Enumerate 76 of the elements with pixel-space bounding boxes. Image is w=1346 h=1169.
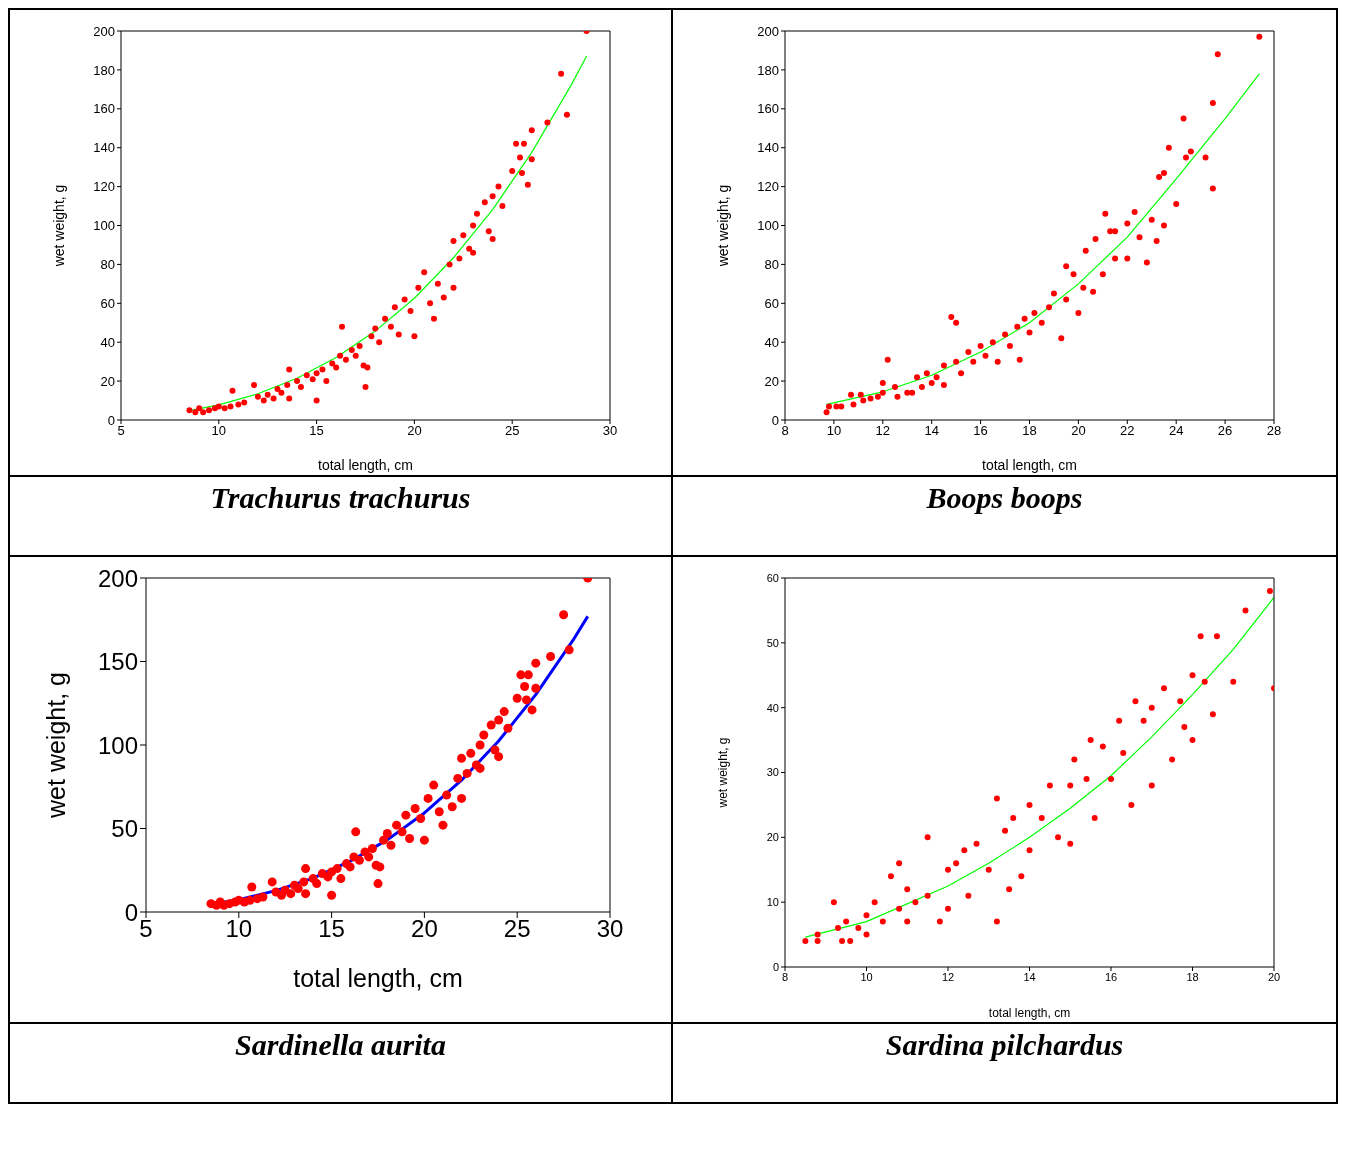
y-axis-title: wet weight, g bbox=[41, 672, 70, 819]
y-tick-label: 140 bbox=[756, 140, 779, 156]
x-tick-label: 20 bbox=[410, 915, 438, 943]
y-axis-title: wet weight, g bbox=[714, 184, 731, 268]
y-tick-label: 100 bbox=[97, 731, 138, 759]
y-tick-label: 60 bbox=[766, 571, 779, 584]
x-axis-title: total length, cm bbox=[317, 457, 413, 473]
x-tick-label: 14 bbox=[1022, 970, 1036, 983]
x-axis-title: total length, cm bbox=[988, 1006, 1070, 1020]
y-tick-label: 160 bbox=[756, 101, 779, 117]
y-tick-label: 0 bbox=[771, 412, 779, 428]
x-tick-label: 22 bbox=[1119, 423, 1135, 439]
y-tick-label: 150 bbox=[97, 648, 138, 676]
x-tick-label: 26 bbox=[1217, 423, 1232, 439]
y-tick-label: 140 bbox=[92, 140, 115, 156]
y-tick-label: 80 bbox=[764, 257, 779, 273]
y-tick-label: 160 bbox=[92, 101, 115, 117]
y-tick-label: 60 bbox=[100, 295, 115, 311]
y-tick-label: 40 bbox=[766, 701, 779, 714]
x-tick-label: 10 bbox=[211, 423, 226, 439]
x-tick-label: 8 bbox=[780, 423, 789, 439]
x-tick-label: 30 bbox=[596, 915, 623, 943]
x-tick-label: 25 bbox=[503, 915, 531, 943]
text: Boops boops bbox=[673, 475, 1336, 555]
text: Sardina pilchardus bbox=[673, 1022, 1336, 1102]
x-tick-label: 25 bbox=[504, 423, 519, 439]
x-tick-label: 8 bbox=[781, 970, 788, 983]
x-tick-label: 5 bbox=[116, 423, 125, 439]
y-tick-label: 180 bbox=[92, 62, 115, 78]
y-tick-label: 120 bbox=[92, 179, 115, 195]
y-tick-label: 200 bbox=[92, 23, 115, 39]
x-tick-label: 20 bbox=[406, 423, 422, 439]
x-tick-label: 10 bbox=[224, 915, 252, 943]
text: Trachurus trachurus bbox=[10, 475, 671, 555]
x-tick-label: 20 bbox=[1070, 423, 1086, 439]
x-tick-label: 10 bbox=[859, 970, 873, 983]
x-tick-label: 16 bbox=[1104, 970, 1117, 983]
y-tick-label: 180 bbox=[756, 62, 779, 78]
x-tick-label: 20 bbox=[1267, 970, 1280, 983]
y-tick-label: 100 bbox=[92, 218, 115, 234]
y-tick-label: 50 bbox=[766, 636, 779, 649]
y-tick-label: 20 bbox=[766, 831, 779, 844]
x-tick-label: 12 bbox=[875, 423, 890, 439]
y-tick-label: 0 bbox=[124, 898, 138, 926]
x-tick-label: 24 bbox=[1168, 423, 1183, 439]
y-tick-label: 0 bbox=[772, 960, 779, 973]
y-tick-label: 0 bbox=[107, 412, 115, 428]
x-axis-title: total length, cm bbox=[981, 457, 1077, 473]
y-tick-label: 20 bbox=[100, 373, 115, 389]
x-tick-label: 15 bbox=[308, 423, 324, 439]
x-tick-label: 14 bbox=[923, 423, 939, 439]
y-tick-label: 30 bbox=[766, 766, 779, 779]
x-axis-title: total length, cm bbox=[292, 964, 463, 992]
x-tick-label: 15 bbox=[317, 915, 345, 943]
x-tick-label: 16 bbox=[972, 423, 988, 439]
x-tick-label: 30 bbox=[602, 423, 617, 439]
x-tick-label: 12 bbox=[941, 970, 954, 983]
x-tick-label: 18 bbox=[1185, 970, 1199, 983]
x-tick-label: 28 bbox=[1266, 423, 1281, 439]
y-axis-title: wet weight, g bbox=[715, 737, 730, 809]
x-tick-label: 5 bbox=[138, 915, 153, 943]
text: Sardinella aurita bbox=[10, 1022, 671, 1102]
y-tick-label: 40 bbox=[764, 334, 779, 350]
y-tick-label: 200 bbox=[97, 564, 138, 592]
y-tick-label: 60 bbox=[764, 295, 779, 311]
y-tick-label: 10 bbox=[766, 896, 779, 909]
y-tick-label: 40 bbox=[100, 334, 115, 350]
y-tick-label: 80 bbox=[100, 257, 115, 273]
x-tick-label: 18 bbox=[1021, 423, 1037, 439]
y-axis-title: wet weight, g bbox=[50, 184, 67, 268]
y-tick-label: 200 bbox=[756, 23, 779, 39]
x-tick-label: 10 bbox=[826, 423, 841, 439]
y-tick-label: 20 bbox=[764, 373, 779, 389]
y-tick-label: 50 bbox=[110, 815, 138, 843]
y-tick-label: 100 bbox=[756, 218, 779, 234]
y-tick-label: 120 bbox=[756, 179, 779, 195]
